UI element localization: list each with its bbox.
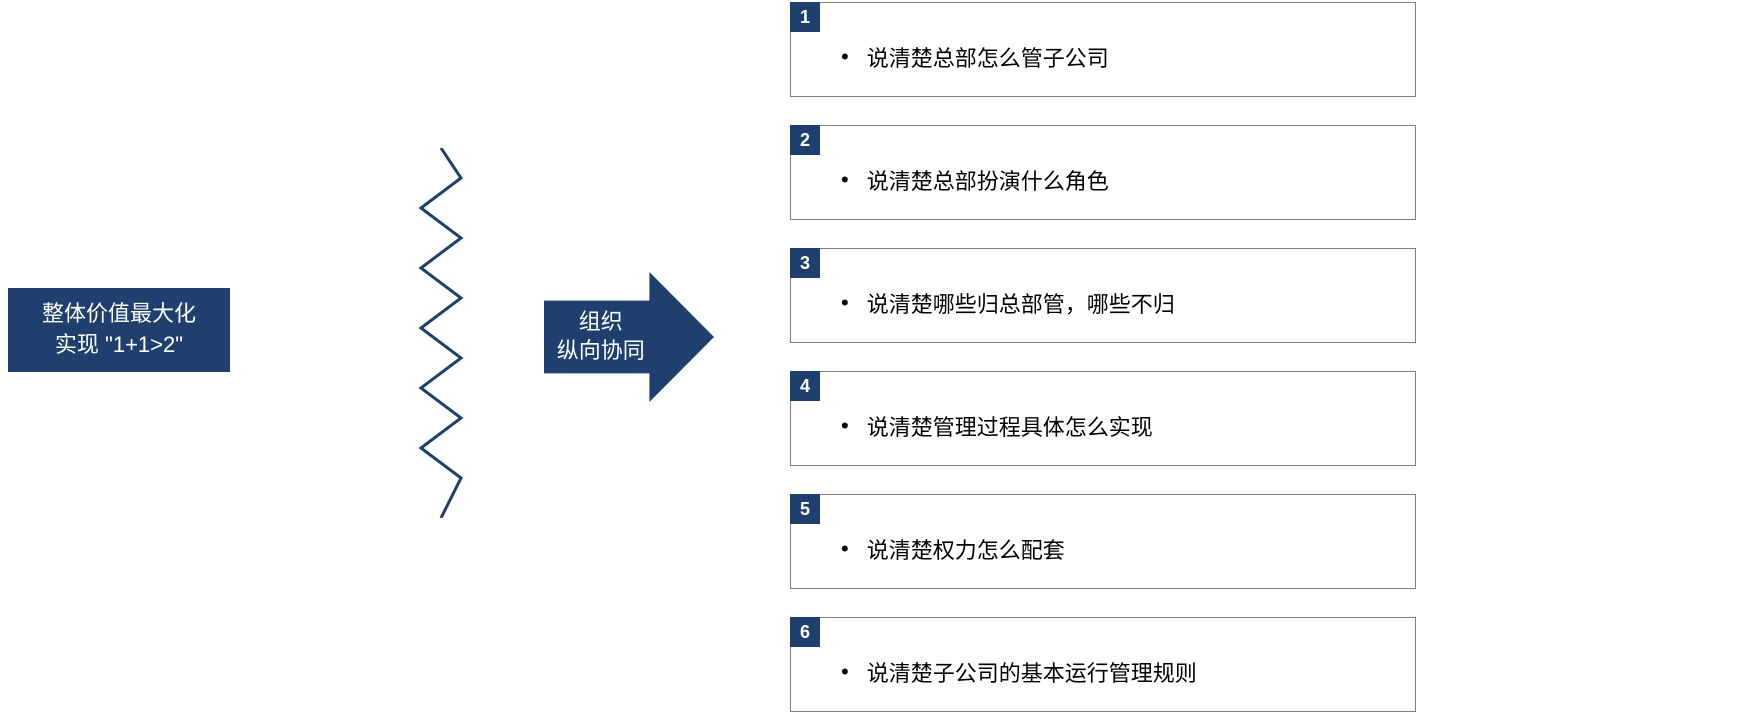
- zigzag-divider: [406, 148, 476, 518]
- bullet-icon: •: [841, 44, 849, 70]
- item-number-badge: 1: [790, 2, 820, 32]
- bullet-icon: •: [841, 167, 849, 193]
- item-text: 说清楚总部扮演什么角色: [867, 164, 1109, 196]
- arrow-label: 组织 纵向协同: [552, 308, 649, 365]
- arrow-label-line1: 组织: [552, 308, 649, 337]
- list-item: 4 • 说清楚管理过程具体怎么实现: [790, 371, 1416, 466]
- list-item: 2 • 说清楚总部扮演什么角色: [790, 125, 1416, 220]
- item-number-badge: 2: [790, 125, 820, 155]
- arrow-container: 组织 纵向协同: [544, 272, 714, 402]
- value-maximization-box: 整体价值最大化 实现 "1+1>2": [8, 288, 230, 372]
- item-number-badge: 4: [790, 371, 820, 401]
- list-item: 1 • 说清楚总部怎么管子公司: [790, 2, 1416, 97]
- item-text: 说清楚管理过程具体怎么实现: [867, 410, 1153, 442]
- bullet-icon: •: [841, 659, 849, 685]
- bullet-icon: •: [841, 290, 849, 316]
- item-number-badge: 3: [790, 248, 820, 278]
- bullet-icon: •: [841, 536, 849, 562]
- left-box-line2: 实现 "1+1>2": [55, 330, 183, 361]
- arrow-label-line2: 纵向协同: [552, 337, 649, 366]
- item-number-badge: 6: [790, 617, 820, 647]
- item-text: 说清楚总部怎么管子公司: [867, 41, 1109, 73]
- item-number-badge: 5: [790, 494, 820, 524]
- left-box-line1: 整体价值最大化: [42, 299, 196, 330]
- list-item: 3 • 说清楚哪些归总部管，哪些不归: [790, 248, 1416, 343]
- item-text: 说清楚哪些归总部管，哪些不归: [867, 287, 1175, 319]
- item-text: 说清楚子公司的基本运行管理规则: [867, 656, 1197, 688]
- list-item: 6 • 说清楚子公司的基本运行管理规则: [790, 617, 1416, 712]
- item-text: 说清楚权力怎么配套: [867, 533, 1065, 565]
- list-item: 5 • 说清楚权力怎么配套: [790, 494, 1416, 589]
- steps-list: 1 • 说清楚总部怎么管子公司 2 • 说清楚总部扮演什么角色 3 • 说清楚哪些归总部管，哪些…: [790, 2, 1416, 712]
- bullet-icon: •: [841, 413, 849, 439]
